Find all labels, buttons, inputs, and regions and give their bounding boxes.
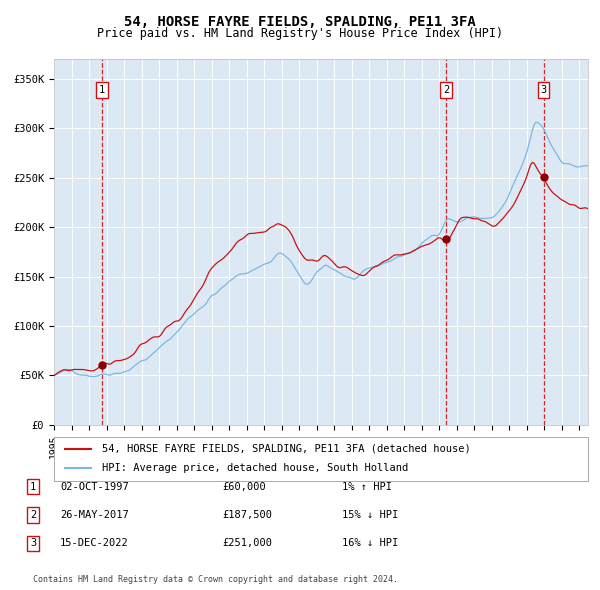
Text: 15-DEC-2022: 15-DEC-2022 (60, 539, 129, 548)
Text: 1% ↑ HPI: 1% ↑ HPI (342, 482, 392, 491)
Text: 54, HORSE FAYRE FIELDS, SPALDING, PE11 3FA: 54, HORSE FAYRE FIELDS, SPALDING, PE11 3… (124, 15, 476, 29)
Text: 1: 1 (99, 85, 105, 95)
Text: 15% ↓ HPI: 15% ↓ HPI (342, 510, 398, 520)
Text: £60,000: £60,000 (222, 482, 266, 491)
Text: 3: 3 (30, 539, 36, 548)
Text: 54, HORSE FAYRE FIELDS, SPALDING, PE11 3FA (detached house): 54, HORSE FAYRE FIELDS, SPALDING, PE11 3… (102, 444, 471, 454)
Text: 02-OCT-1997: 02-OCT-1997 (60, 482, 129, 491)
Text: £187,500: £187,500 (222, 510, 272, 520)
Text: HPI: Average price, detached house, South Holland: HPI: Average price, detached house, Sout… (102, 464, 409, 473)
Text: 26-MAY-2017: 26-MAY-2017 (60, 510, 129, 520)
Text: 3: 3 (541, 85, 547, 95)
Text: Contains HM Land Registry data © Crown copyright and database right 2024.: Contains HM Land Registry data © Crown c… (33, 575, 398, 584)
Text: Price paid vs. HM Land Registry's House Price Index (HPI): Price paid vs. HM Land Registry's House … (97, 27, 503, 40)
Text: 16% ↓ HPI: 16% ↓ HPI (342, 539, 398, 548)
Text: 1: 1 (30, 482, 36, 491)
Text: 2: 2 (443, 85, 449, 95)
Text: £251,000: £251,000 (222, 539, 272, 548)
Text: 2: 2 (30, 510, 36, 520)
